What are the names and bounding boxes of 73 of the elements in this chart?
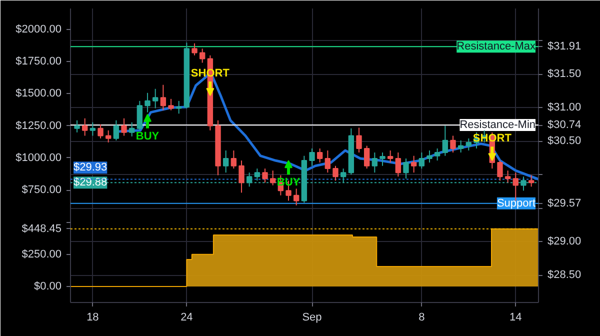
candlestick bbox=[136, 100, 143, 131]
candlestick bbox=[309, 148, 315, 166]
y2-tick-label: $28.50 bbox=[548, 269, 582, 282]
candlestick bbox=[152, 88, 158, 109]
candlestick bbox=[324, 150, 331, 174]
candlestick bbox=[364, 145, 370, 170]
candlestick bbox=[230, 150, 237, 170]
x-tick-label: 14 bbox=[510, 312, 522, 324]
y-tick-label: $250.00 bbox=[22, 248, 62, 260]
x-tick-label: 18 bbox=[86, 312, 99, 324]
candlestick bbox=[168, 98, 174, 111]
y2-tick-label: $29.57 bbox=[548, 197, 582, 210]
candlestick bbox=[121, 118, 127, 136]
ref-line-label: $29.88 bbox=[74, 176, 108, 189]
candlestick bbox=[90, 122, 96, 136]
y-tick-label: $448.45 bbox=[22, 222, 62, 235]
candlestick bbox=[176, 100, 182, 114]
candlestick bbox=[380, 152, 386, 166]
y-tick-label: $2000.00 bbox=[16, 23, 62, 36]
ref-line-label: Support bbox=[496, 197, 536, 210]
y2-tick-label: $31.91 bbox=[548, 40, 582, 53]
candlestick bbox=[254, 168, 260, 182]
candlestick bbox=[160, 84, 166, 111]
candlestick bbox=[387, 150, 394, 164]
candlestick bbox=[410, 155, 417, 174]
candlestick bbox=[418, 152, 425, 170]
candlestick bbox=[395, 152, 402, 178]
ref-line-label: Resistance-Max bbox=[456, 40, 536, 53]
candlestick bbox=[372, 152, 378, 174]
y-tick-label: $1750.00 bbox=[16, 56, 62, 68]
y2-tick-label: $30.50 bbox=[548, 135, 582, 148]
x-tick-label: 8 bbox=[418, 312, 425, 324]
candlestick bbox=[466, 138, 472, 151]
candlestick bbox=[497, 160, 503, 182]
candlestick bbox=[458, 140, 464, 153]
y2-tick-label: $29.00 bbox=[548, 236, 582, 248]
candlestick bbox=[293, 188, 300, 206]
candlestick bbox=[144, 92, 150, 113]
x-tick-label: 24 bbox=[180, 312, 193, 324]
annotation: BUY bbox=[136, 130, 160, 142]
y-tick-label: $1000.00 bbox=[16, 152, 62, 164]
y-tick-label: $0.00 bbox=[34, 280, 62, 292]
y-tick-label: $1500.00 bbox=[16, 88, 62, 100]
y2-tick-label: $31.00 bbox=[548, 102, 582, 114]
candlestick bbox=[332, 165, 338, 182]
candlestick bbox=[434, 148, 440, 162]
candlestick bbox=[528, 174, 534, 188]
candlestick bbox=[113, 120, 120, 141]
candlestick bbox=[82, 118, 88, 136]
ref-line-label: Resistance-Min bbox=[460, 119, 536, 132]
y2-tick-label: $30.74 bbox=[548, 119, 582, 132]
candlestick bbox=[192, 42, 198, 56]
ref-line-label: $29.93 bbox=[74, 162, 108, 174]
candlestick bbox=[98, 124, 104, 139]
candlestick bbox=[74, 120, 80, 133]
candlestick bbox=[504, 170, 511, 184]
candlestick bbox=[200, 48, 206, 64]
candlestick bbox=[316, 148, 323, 164]
y-tick-label: $750.00 bbox=[22, 184, 62, 196]
candlestick bbox=[403, 158, 409, 180]
candlestick bbox=[426, 150, 432, 164]
candlestick bbox=[450, 135, 456, 153]
y-tick-label: $1250.00 bbox=[16, 120, 62, 132]
candlestick bbox=[262, 168, 268, 184]
candlestick bbox=[106, 130, 112, 143]
candlestick bbox=[442, 125, 448, 156]
y2-tick-label: $31.50 bbox=[548, 68, 582, 80]
candlestick bbox=[222, 150, 229, 174]
candlestick bbox=[129, 122, 135, 137]
candlestick bbox=[356, 127, 362, 153]
candlestick bbox=[238, 160, 244, 194]
candlestick bbox=[270, 170, 276, 186]
x-tick-label: Sep bbox=[302, 312, 322, 324]
